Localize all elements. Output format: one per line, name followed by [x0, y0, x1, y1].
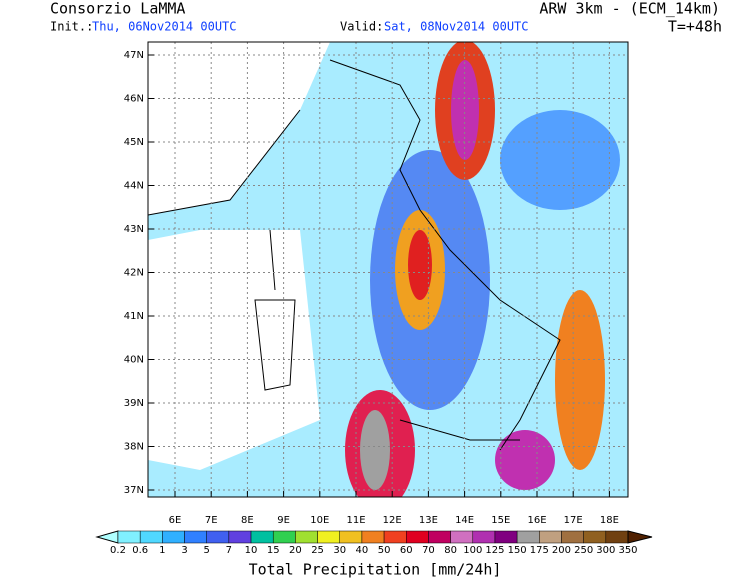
colorbar-box — [428, 530, 451, 544]
colorbar-label: 10 — [245, 545, 258, 556]
colorbar-box — [605, 530, 629, 544]
init-time: Thu, 06Nov2014 00UTC — [92, 20, 237, 34]
colorbar-box — [295, 530, 318, 544]
colorbar-label: 25 — [311, 545, 324, 556]
lat-label: 43N — [124, 224, 144, 235]
colorbar-box — [406, 530, 429, 544]
init-label: Init.: — [50, 20, 93, 34]
title: Consorzio LaMMA — [50, 0, 185, 18]
map — [148, 42, 628, 497]
lon-label: 8E — [241, 515, 254, 526]
colorbar-label: 30 — [333, 545, 346, 556]
lon-label: 11E — [346, 515, 365, 526]
colorbar-label: 200 — [552, 545, 571, 556]
lat-label: 42N — [124, 268, 144, 279]
colorbar-box — [383, 530, 407, 544]
map-frame — [147, 41, 629, 498]
colorbar-label: 7 — [226, 545, 232, 556]
lon-label: 14E — [455, 515, 474, 526]
colorbar-label: 100 — [463, 545, 482, 556]
colorbar-box — [184, 530, 207, 544]
colorbar-label: 50 — [378, 545, 391, 556]
colorbar-label: 15 — [267, 545, 280, 556]
lat-label: 47N — [124, 50, 144, 61]
colorbar-label: 20 — [289, 545, 302, 556]
colorbar-box — [117, 530, 141, 544]
lon-label: 7E — [205, 515, 218, 526]
colorbar-box — [361, 530, 385, 544]
colorbar-label: 40 — [356, 545, 369, 556]
colorbar-box — [206, 530, 230, 544]
colorbar-box — [250, 530, 274, 544]
colorbar-box — [139, 530, 163, 544]
colorbar-label: 0.2 — [110, 545, 126, 556]
colorbar-label: 0.6 — [132, 545, 148, 556]
colorbar-label: 60 — [400, 545, 413, 556]
colorbar-box — [339, 530, 363, 544]
lat-label: 40N — [124, 355, 144, 366]
lon-label: 15E — [491, 515, 510, 526]
colorbar-box — [450, 530, 474, 544]
lat-label: 39N — [124, 398, 144, 409]
colorbar-box — [162, 530, 185, 544]
colorbar-label: 300 — [596, 545, 615, 556]
colorbar-label: 350 — [618, 545, 637, 556]
colorbar-label: 70 — [422, 545, 435, 556]
colorbar-box — [228, 530, 252, 544]
lon-label: 16E — [527, 515, 546, 526]
colorbar-label: 80 — [444, 545, 457, 556]
lat-label: 45N — [124, 137, 144, 148]
colorbar-box — [472, 530, 496, 544]
valid-time: Sat, 08Nov2014 00UTC — [384, 20, 529, 34]
colorbar-box — [583, 530, 607, 544]
colorbar-box — [516, 530, 540, 544]
colorbar-box — [494, 530, 518, 544]
lat-label: 41N — [124, 311, 144, 322]
colorbar-arrow — [95, 530, 119, 544]
colorbar-label: 5 — [204, 545, 210, 556]
colorbar-label: 175 — [530, 545, 549, 556]
model: ARW 3km - (ECM_14km) — [539, 0, 720, 18]
lat-label: 44N — [124, 181, 144, 192]
colorbar-box — [539, 530, 562, 544]
lat-label: 37N — [124, 485, 144, 496]
lon-label: 13E — [419, 515, 438, 526]
colorbar-title: Total Precipitation [mm/24h] — [249, 561, 502, 579]
lon-label: 17E — [564, 515, 583, 526]
lat-label: 38N — [124, 442, 144, 453]
colorbar-box — [317, 530, 340, 544]
lon-label: 6E — [169, 515, 182, 526]
lat-label: 46N — [124, 94, 144, 105]
colorbar-label: 3 — [181, 545, 187, 556]
colorbar-label: 150 — [508, 545, 527, 556]
colorbar-label: 1 — [159, 545, 165, 556]
colorbar-arrow — [627, 530, 653, 544]
colorbar-label: 250 — [574, 545, 593, 556]
colorbar-box — [561, 530, 584, 544]
lon-label: 12E — [383, 515, 402, 526]
lon-label: 10E — [310, 515, 329, 526]
lon-label: 18E — [600, 515, 619, 526]
lon-label: 9E — [277, 515, 290, 526]
lead-time: T=+48h — [668, 18, 722, 36]
colorbar-box — [272, 530, 296, 544]
valid-label: Valid: — [340, 20, 383, 34]
colorbar-label: 125 — [485, 545, 504, 556]
